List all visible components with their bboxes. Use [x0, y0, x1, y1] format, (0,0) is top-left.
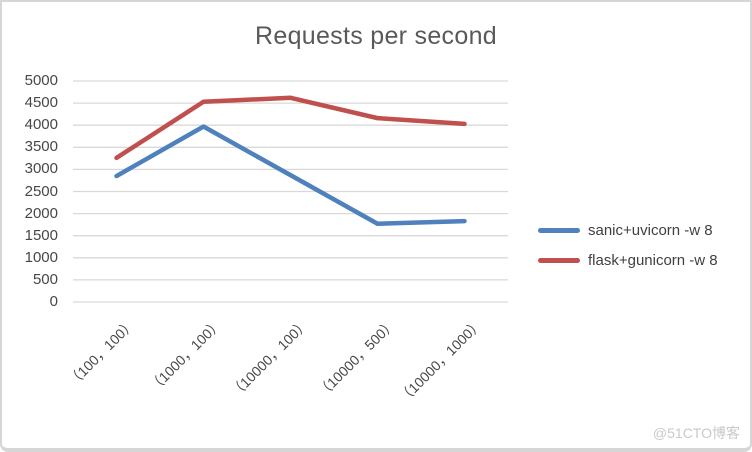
y-tick-label: 5000: [24, 72, 58, 89]
x-tick-label: （10000，1000）: [395, 315, 487, 406]
x-tick-label: （100，100）: [64, 315, 139, 390]
y-axis-labels: 0 500 1000 1500 2000 2500 3000 3500 4000 4500 5000: [2, 2, 62, 448]
legend-label: flask+gunicorn -w 8: [588, 251, 718, 269]
y-tick-label: 4000: [24, 116, 58, 134]
legend-item: flask+gunicorn -w 8: [538, 251, 718, 269]
x-tick-label: （10000，100）: [227, 315, 313, 401]
y-tick-label: 1500: [24, 226, 58, 244]
y-tick-label: 3000: [24, 160, 58, 178]
legend-label: sanic+uvicorn -w 8: [588, 221, 713, 239]
y-tick-label: 0: [49, 293, 58, 310]
y-tick-label: 1000: [24, 248, 58, 266]
y-tick-label: 2500: [24, 182, 58, 200]
y-tick-label: 4500: [24, 94, 58, 112]
chart-title: Requests per second: [255, 22, 497, 50]
y-tick-label: 2000: [24, 204, 58, 222]
legend-swatch: [538, 227, 580, 233]
series-line-sanic-uvicorn-w-8: [114, 124, 467, 227]
x-tick-label: （1000，100）: [145, 315, 226, 395]
legend-swatch: [538, 257, 580, 263]
x-tick-label: （10000，500）: [314, 315, 400, 401]
legend: sanic+uvicorn -w 8 flask+gunicorn -w 8: [538, 221, 718, 281]
y-tick-label: 3500: [24, 138, 58, 156]
y-tick-label: 500: [32, 270, 58, 288]
watermark-text: @51CTO博客: [652, 425, 740, 441]
legend-item: sanic+uvicorn -w 8: [538, 221, 718, 239]
series-line-flask-gunicorn-w-8: [114, 95, 467, 161]
